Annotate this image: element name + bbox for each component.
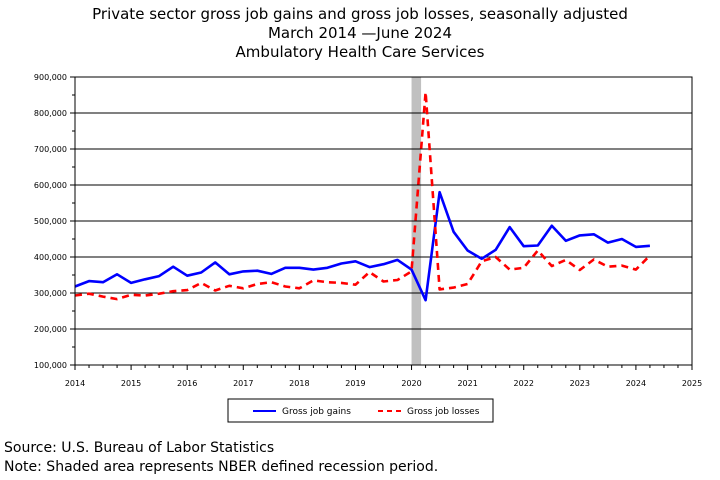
x-tick-label: 2017 [233, 379, 253, 388]
x-tick-label: 2024 [626, 379, 646, 388]
legend-label-gains: Gross job gains [282, 407, 351, 417]
x-tick-label: 2022 [514, 379, 534, 388]
series-layer [74, 90, 651, 302]
y-tick-label: 800,000 [34, 109, 67, 118]
source-note: Source: U.S. Bureau of Labor Statistics [4, 440, 275, 456]
chart-title: Private sector gross job gains and gross… [92, 5, 628, 23]
chart-date-range: March 2014 —June 2024 [267, 24, 453, 42]
x-tick-label: 2023 [570, 379, 590, 388]
x-tick-label: 2018 [289, 379, 309, 388]
axes: 100,000 200,000 300,000 400,000 500,000 600,0… [34, 73, 702, 388]
x-tick-label: 2015 [121, 379, 141, 388]
y-tick-label: 700,000 [34, 145, 67, 154]
x-tick-label: 2019 [345, 379, 365, 388]
legend: Gross job gains Gross job losses [227, 398, 494, 423]
y-tick-label: 500,000 [34, 217, 67, 226]
x-tick-label: 2025 [682, 379, 702, 388]
legend-box [227, 398, 494, 423]
series-gross-job-gains-line [74, 190, 651, 302]
y-tick-label: 200,000 [34, 325, 67, 334]
gridlines [75, 112, 692, 330]
y-tick-label: 900,000 [34, 73, 67, 82]
legend-label-losses: Gross job losses [407, 407, 480, 417]
y-tick-label: 100,000 [34, 361, 67, 370]
y-tick-label: 300,000 [34, 289, 67, 298]
chart-subtitle: Ambulatory Health Care Services [235, 43, 485, 61]
x-tick-label: 2016 [177, 379, 197, 388]
recession-note: Note: Shaded area represents NBER define… [4, 459, 439, 475]
y-tick-label: 400,000 [34, 253, 67, 262]
x-tick-label: 2021 [457, 379, 477, 388]
series-gross-job-losses-line [74, 90, 651, 301]
x-tick-label: 2014 [65, 379, 85, 388]
x-tick-label: 2020 [401, 379, 421, 388]
y-tick-label: 600,000 [34, 181, 67, 190]
